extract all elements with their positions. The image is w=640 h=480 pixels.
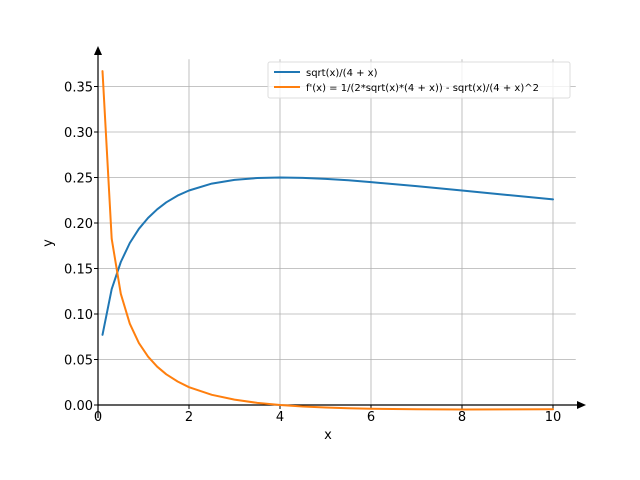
series-line-1 bbox=[101, 176, 554, 336]
y-tick-label: 0.35 bbox=[64, 81, 93, 96]
x-tick-label: 4 bbox=[276, 410, 284, 425]
legend-box bbox=[267, 61, 571, 99]
legend-label-series-1: sqrt(x)/(4 + x) bbox=[306, 68, 378, 79]
y-axis-arrow bbox=[94, 46, 102, 55]
y-tick-label: 0.20 bbox=[64, 217, 93, 232]
y-tick-label: 0.05 bbox=[64, 354, 93, 369]
series-line-2 bbox=[101, 70, 554, 411]
tick-labels: 0 2 4 6 8 10 0.00 0.05 0.10 0.15 0.20 0.25 0.30 0.35 bbox=[64, 81, 561, 426]
y-tick-label: 0.30 bbox=[64, 126, 93, 141]
x-tick-label: 2 bbox=[185, 410, 193, 425]
y-tick-label: 0.00 bbox=[64, 399, 93, 414]
x-axis-arrow bbox=[577, 401, 586, 409]
legend: sqrt(x)/(4 + x) f'(x) = 1/(2*sqrt(x)*(4 … bbox=[267, 61, 571, 99]
y-axis-label: y bbox=[41, 239, 56, 247]
x-axis-label: x bbox=[324, 428, 332, 443]
y-tick-label: 0.25 bbox=[64, 172, 93, 187]
series-lines bbox=[101, 70, 554, 411]
x-tick-label: 6 bbox=[367, 410, 375, 425]
y-tick-label: 0.15 bbox=[64, 263, 93, 278]
x-tick-label: 10 bbox=[545, 410, 562, 425]
legend-label-series-2: f'(x) = 1/(2*sqrt(x)*(4 + x)) - sqrt(x)/… bbox=[306, 83, 539, 94]
axes bbox=[94, 46, 586, 418]
y-tick-label: 0.10 bbox=[64, 308, 93, 323]
x-tick-label: 0 bbox=[94, 410, 102, 425]
x-tick-label: 8 bbox=[458, 410, 466, 425]
grid-lines bbox=[98, 59, 576, 405]
